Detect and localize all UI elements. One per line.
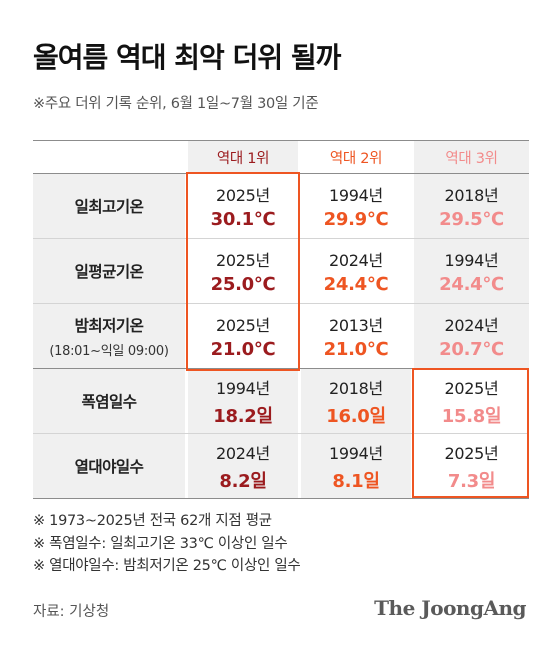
record-value: 24.4℃	[439, 274, 504, 295]
record-value: 8.1일	[332, 470, 380, 492]
header-rank-2-label: 역대 2위	[329, 150, 383, 167]
subtitle: ※주요 더위 기록 순위, 6월 1일~7월 30일 기준	[33, 96, 319, 112]
records-table: 역대 1위 역대 2위 역대 3위 일최고기온 2025년 30.1℃ 1994년…	[33, 140, 529, 499]
brand-logo: The JoongAng	[374, 596, 526, 620]
rank-1-cell: 2025년 30.1℃	[188, 174, 298, 238]
record-value: 8.2일	[219, 470, 267, 492]
rank-2-cell: 2018년 16.0일	[301, 369, 411, 433]
record-year: 1994년	[329, 186, 383, 205]
page-title: 올여름 역대 최악 더위 될까	[33, 41, 341, 74]
rank-1-cell: 2024년 8.2일	[188, 434, 298, 498]
record-year: 2024년	[329, 251, 383, 270]
record-value: 7.3일	[447, 470, 496, 492]
footnote: ※ 1973~2025년 전국 62개 지점 평균	[33, 513, 272, 529]
record-year: 2025년	[216, 186, 270, 205]
row-sublabel: (18:01~익일 09:00)	[49, 343, 169, 359]
header-rank-3: 역대 3위	[414, 141, 529, 173]
record-value: 29.9℃	[323, 209, 389, 230]
table-row-max-temp: 일최고기온 2025년 30.1℃ 1994년 29.9℃ 2018년 29.5℃	[33, 174, 529, 239]
record-value: 20.7℃	[439, 339, 504, 360]
record-value: 21.0℃	[323, 339, 389, 360]
record-value: 25.0℃	[210, 274, 276, 295]
record-value: 21.0℃	[210, 339, 276, 360]
record-year: 2025년	[444, 443, 499, 463]
header-rank-1: 역대 1위	[188, 141, 298, 173]
header-rank-3-label: 역대 3위	[445, 150, 498, 167]
table-row-heatwave-days: 폭염일수 1994년 18.2일 2018년 16.0일 2025년 15.8일	[33, 369, 529, 434]
footnote: ※ 폭염일수: 일최고기온 33℃ 이상인 일수	[33, 535, 288, 552]
record-year: 2025년	[444, 378, 499, 398]
header-rank-2: 역대 2위	[301, 141, 411, 173]
table-row-avg-temp: 일평균기온 2025년 25.0℃ 2024년 24.4℃ 1994년 24.4℃	[33, 239, 529, 304]
record-year: 2018년	[444, 186, 499, 205]
source-credit: 자료: 기상청	[33, 604, 110, 620]
record-value: 15.8일	[441, 405, 502, 427]
row-label: 열대야일수	[74, 458, 144, 476]
row-label: 일평균기온	[74, 263, 144, 281]
header-rank-1-label: 역대 1위	[216, 150, 270, 167]
record-year: 2024년	[444, 316, 499, 335]
record-year: 2024년	[216, 443, 270, 463]
row-label: 밤최저기온	[74, 316, 144, 335]
table-row-tropical-night-days: 열대야일수 2024년 8.2일 1994년 8.1일 2025년 7.3일	[33, 434, 529, 499]
rank-1-cell: 2025년 25.0℃	[188, 239, 298, 303]
record-year: 2025년	[216, 251, 270, 270]
rank-2-cell: 1994년 8.1일	[301, 434, 411, 498]
record-year: 2013년	[329, 316, 383, 335]
row-label: 폭염일수	[81, 393, 137, 411]
record-year: 1994년	[216, 378, 270, 398]
row-label-cell: 열대야일수	[33, 434, 185, 498]
record-value: 24.4℃	[323, 274, 389, 295]
row-label-cell: 일평균기온	[33, 239, 185, 303]
record-value: 30.1℃	[210, 209, 276, 230]
row-label: 일최고기온	[74, 198, 144, 216]
rank-3-cell: 1994년 24.4℃	[414, 239, 529, 303]
record-year: 1994년	[329, 443, 383, 463]
record-year: 2025년	[216, 316, 270, 335]
row-label-cell: 폭염일수	[33, 369, 185, 433]
rank-2-cell: 1994년 29.9℃	[301, 174, 411, 238]
rank-1-cell: 2025년 21.0℃	[188, 304, 298, 368]
rank-1-cell: 1994년 18.2일	[188, 369, 298, 433]
table-header-row: 역대 1위 역대 2위 역대 3위	[33, 140, 529, 174]
footnote: ※ 열대야일수: 밤최저기온 25℃ 이상인 일수	[33, 558, 301, 574]
header-empty-cell	[33, 141, 185, 173]
rank-2-cell: 2024년 24.4℃	[301, 239, 411, 303]
table-row-night-min-temp: 밤최저기온 (18:01~익일 09:00) 2025년 21.0℃ 2013년 21…	[33, 304, 529, 369]
rank-3-cell: 2018년 29.5℃	[414, 174, 529, 238]
record-year: 1994년	[444, 251, 499, 270]
rank-3-cell: 2025년 7.3일	[414, 434, 529, 498]
row-label-cell: 일최고기온	[33, 174, 185, 238]
record-value: 29.5℃	[439, 209, 504, 230]
rank-2-cell: 2013년 21.0℃	[301, 304, 411, 368]
footnotes: ※ 1973~2025년 전국 62개 지점 평균 ※ 폭염일수: 일최고기온 …	[33, 510, 301, 578]
rank-3-cell: 2024년 20.7℃	[414, 304, 529, 368]
rank-3-cell: 2025년 15.8일	[414, 369, 529, 433]
record-year: 2018년	[329, 378, 383, 398]
record-value: 16.0일	[326, 405, 386, 427]
row-label-cell: 밤최저기온 (18:01~익일 09:00)	[33, 304, 185, 368]
record-value: 18.2일	[213, 405, 273, 427]
